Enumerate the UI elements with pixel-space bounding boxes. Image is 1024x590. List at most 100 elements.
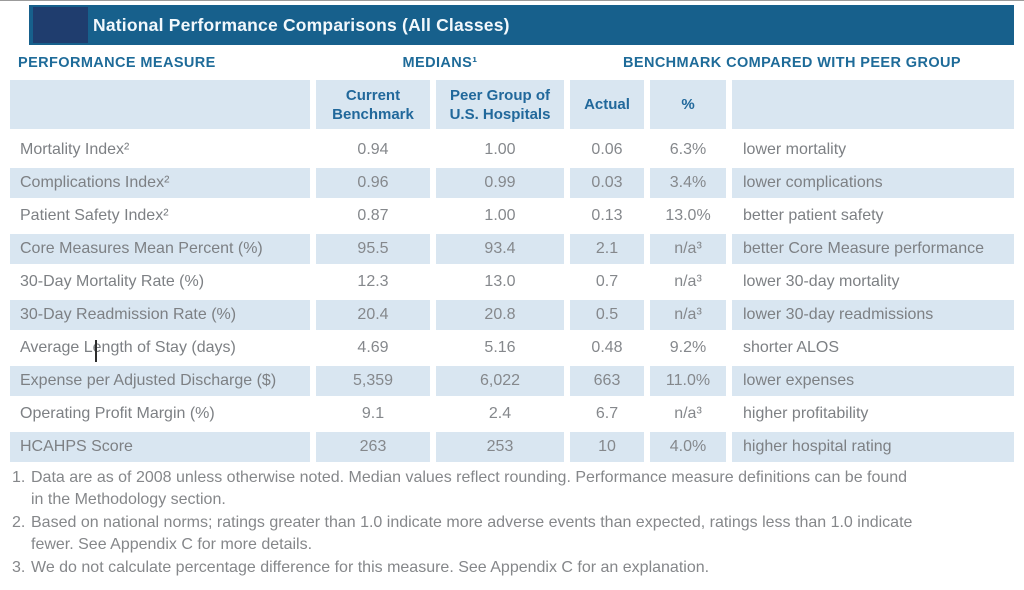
percent-cell: 13.0% <box>665 207 711 224</box>
column-header-blank-right <box>732 80 1014 129</box>
column-header-peer-group: Peer Group of U.S. Hospitals <box>436 80 564 129</box>
footnote-line: fewer. See Appendix C for more details. <box>31 536 313 554</box>
footnote-2: 2. Based on national norms; ratings grea… <box>12 512 1014 557</box>
table-row: Expense per Adjusted Discharge ($) 5,359… <box>10 364 1014 397</box>
measure-cell: Average Length of Stay (days) <box>20 339 236 356</box>
footnote-line: in the Methodology section. <box>31 491 226 509</box>
footnotes: 1. Data are as of 2008 unless otherwise … <box>12 467 1014 579</box>
peer-group-cell: 5.16 <box>484 339 516 356</box>
table-row: Core Measures Mean Percent (%) 95.5 93.4… <box>10 232 1014 265</box>
current-benchmark-cell: 263 <box>316 432 430 462</box>
percent-cell: 6.3% <box>669 141 707 158</box>
title-accent-box <box>33 7 88 43</box>
note-cell: lower 30-day readmissions <box>732 300 1014 330</box>
current-benchmark-cell: 0.96 <box>316 168 430 198</box>
table-title-bar: National Performance Comparisons (All Cl… <box>29 5 1014 45</box>
actual-cell: 0.7 <box>595 273 619 290</box>
text-cursor <box>95 340 97 362</box>
measure-cell: 30-Day Readmission Rate (%) <box>10 300 310 330</box>
note-cell: better patient safety <box>743 207 884 224</box>
peer-group-cell: 0.99 <box>436 168 564 198</box>
current-benchmark-cell: 20.4 <box>316 300 430 330</box>
actual-cell: 0.03 <box>570 168 644 198</box>
actual-cell: 0.06 <box>591 141 623 158</box>
peer-group-cell: 2.4 <box>488 405 512 422</box>
column-header-current-benchmark: Current Benchmark <box>316 80 430 129</box>
actual-cell: 0.5 <box>570 300 644 330</box>
page-top-rule <box>0 0 1024 1</box>
medians-header: MEDIANS¹ <box>402 55 478 71</box>
percent-cell: n/a³ <box>650 234 726 264</box>
note-cell: lower 30-day mortality <box>743 273 900 290</box>
actual-cell: 10 <box>570 432 644 462</box>
current-benchmark-cell: 0.87 <box>357 207 389 224</box>
note-cell: higher hospital rating <box>732 432 1014 462</box>
current-benchmark-cell: 5,359 <box>316 366 430 396</box>
percent-cell: n/a³ <box>674 273 702 290</box>
table-row: Average Length of Stay (days) 4.69 5.16 … <box>10 331 1014 364</box>
percent-cell: 4.0% <box>650 432 726 462</box>
footnote-text: Based on national norms; ratings greater… <box>31 512 1014 557</box>
performance-measure-header: PERFORMANCE MEASURE <box>18 55 216 71</box>
measure-cell: Mortality Index² <box>20 141 130 158</box>
footnote-3: 3. We do not calculate percentage differ… <box>12 557 1014 579</box>
note-cell: lower complications <box>732 168 1014 198</box>
table-row: Mortality Index² 0.94 1.00 0.06 6.3% low… <box>10 133 1014 166</box>
peer-group-cell: 20.8 <box>436 300 564 330</box>
measure-cell: Core Measures Mean Percent (%) <box>10 234 310 264</box>
table-row: HCAHPS Score 263 253 10 4.0% higher hosp… <box>10 430 1014 463</box>
footnote-1: 1. Data are as of 2008 unless otherwise … <box>12 467 1014 512</box>
table-row: Patient Safety Index² 0.87 1.00 0.13 13.… <box>10 199 1014 232</box>
footnote-text: We do not calculate percentage differenc… <box>31 557 1014 579</box>
note-cell: better Core Measure performance <box>732 234 1014 264</box>
measure-cell: HCAHPS Score <box>10 432 310 462</box>
actual-cell: 6.7 <box>595 405 619 422</box>
actual-cell: 0.13 <box>591 207 623 224</box>
percent-cell: 3.4% <box>650 168 726 198</box>
peer-group-cell: 253 <box>436 432 564 462</box>
table-row: Operating Profit Margin (%) 9.1 2.4 6.7 … <box>10 397 1014 430</box>
measure-cell: Complications Index² <box>10 168 310 198</box>
note-cell: shorter ALOS <box>743 339 840 356</box>
footnote-line: Based on national norms; ratings greater… <box>31 513 913 531</box>
note-cell: lower expenses <box>732 366 1014 396</box>
table-title: National Performance Comparisons (All Cl… <box>93 14 510 35</box>
table-row: 30-Day Mortality Rate (%) 12.3 13.0 0.7 … <box>10 265 1014 298</box>
peer-group-cell: 1.00 <box>484 141 516 158</box>
measure-cell: Expense per Adjusted Discharge ($) <box>10 366 310 396</box>
column-header-percent: % <box>650 80 726 129</box>
measure-cell: Patient Safety Index² <box>20 207 169 224</box>
table-body: Mortality Index² 0.94 1.00 0.06 6.3% low… <box>10 133 1014 463</box>
current-benchmark-cell: 4.69 <box>357 339 389 356</box>
percent-cell: 11.0% <box>650 366 726 396</box>
percent-cell: 9.2% <box>669 339 707 356</box>
peer-group-cell: 1.00 <box>484 207 516 224</box>
footnote-line: Data are as of 2008 unless otherwise not… <box>31 469 908 486</box>
actual-cell: 2.1 <box>570 234 644 264</box>
percent-cell: n/a³ <box>674 405 702 422</box>
note-cell: higher profitability <box>743 405 869 422</box>
current-benchmark-cell: 9.1 <box>361 405 385 422</box>
current-benchmark-cell: 12.3 <box>357 273 389 290</box>
measure-cell: Operating Profit Margin (%) <box>20 405 215 422</box>
footnote-text: Data are as of 2008 unless otherwise not… <box>31 467 1014 512</box>
current-benchmark-cell: 95.5 <box>316 234 430 264</box>
table-row: Complications Index² 0.96 0.99 0.03 3.4%… <box>10 166 1014 199</box>
note-cell: lower mortality <box>743 141 847 158</box>
section-header-row: PERFORMANCE MEASURE MEDIANS¹ BENCHMARK C… <box>10 47 1014 79</box>
peer-group-cell: 13.0 <box>484 273 516 290</box>
current-benchmark-cell: 0.94 <box>357 141 389 158</box>
column-header-blank <box>10 80 310 129</box>
actual-cell: 0.48 <box>591 339 623 356</box>
benchmark-header: BENCHMARK COMPARED WITH PEER GROUP <box>623 55 961 71</box>
peer-group-cell: 6,022 <box>436 366 564 396</box>
actual-cell: 663 <box>570 366 644 396</box>
measure-cell: 30-Day Mortality Rate (%) <box>20 273 205 290</box>
footnote-number: 1. <box>12 469 26 486</box>
peer-group-cell: 93.4 <box>436 234 564 264</box>
footnote-number: 2. <box>12 513 26 531</box>
table-row: 30-Day Readmission Rate (%) 20.4 20.8 0.… <box>10 298 1014 331</box>
percent-cell: n/a³ <box>650 300 726 330</box>
footnote-number: 3. <box>12 558 26 576</box>
